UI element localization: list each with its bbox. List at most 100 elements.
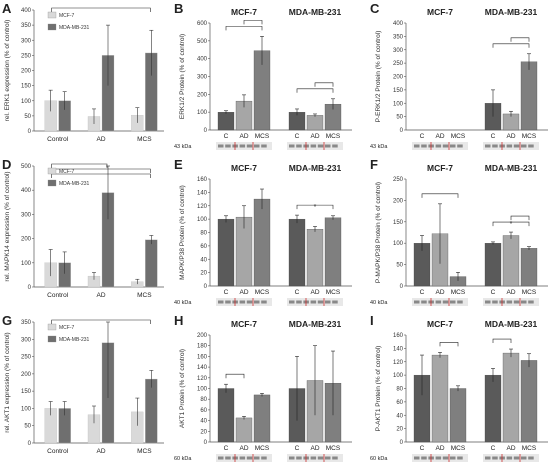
- blot-band: [310, 300, 317, 304]
- panel-title: MCF-7: [427, 163, 453, 173]
- molecular-weight-label: 40 kDa: [174, 300, 192, 306]
- significance-bracket: [492, 43, 530, 48]
- blot-band: [528, 144, 534, 148]
- significance-bracket: [421, 193, 459, 198]
- blot-band: [485, 144, 491, 148]
- x-category-label: C: [491, 289, 496, 296]
- y-tick-label: 300: [393, 48, 404, 54]
- x-category-label: MCS: [326, 133, 341, 140]
- x-category-label: AD: [96, 448, 105, 455]
- y-tick-label: 400: [197, 57, 208, 63]
- legend-swatch: [47, 179, 57, 187]
- y-tick-label: 100: [197, 387, 208, 393]
- blot-band: [332, 144, 338, 148]
- y-tick-label: 300: [21, 212, 32, 218]
- legend-label: MDA-MB-231: [59, 25, 90, 31]
- blot-band: [225, 456, 231, 460]
- blot-band: [239, 144, 246, 148]
- y-tick-label: 500: [21, 164, 32, 170]
- blot-band: [457, 300, 463, 304]
- x-category-label: AD: [310, 133, 319, 140]
- blot-band: [261, 456, 267, 460]
- y-tick-label: 600: [197, 21, 208, 27]
- x-category-label: MCS: [522, 133, 537, 140]
- y-tick-label: 80: [396, 387, 403, 393]
- x-category-label: MCS: [451, 289, 466, 296]
- blot-band: [435, 456, 442, 460]
- x-category-label: C: [224, 445, 229, 452]
- y-tick-label: 0: [400, 128, 404, 134]
- y-tick-label: 250: [21, 53, 32, 59]
- blot-band: [450, 300, 456, 304]
- blot-band: [485, 300, 491, 304]
- y-tick-label: 250: [21, 355, 32, 361]
- blot-band: [506, 300, 513, 304]
- legend-label: MCF-7: [59, 169, 74, 175]
- x-category-label: MCS: [255, 133, 270, 140]
- data-bar: [217, 112, 235, 131]
- blot-band: [421, 456, 427, 460]
- x-category-label: C: [491, 445, 496, 452]
- significance-bracket: [51, 7, 151, 12]
- y-tick-label: 0: [28, 285, 32, 291]
- x-category-label: MCS: [451, 133, 466, 140]
- panel-title: MDA-MB-231: [289, 7, 342, 17]
- data-bar: [288, 218, 306, 287]
- significance-bracket: [51, 163, 108, 168]
- blot-band: [513, 144, 520, 148]
- panel-letter: E: [174, 157, 183, 172]
- y-axis-label: ERK1/2 Protein (% of control): [179, 34, 186, 119]
- molecular-weight-label: 40 kDa: [370, 300, 388, 306]
- y-tick-label: 200: [197, 92, 208, 98]
- data-bar: [520, 360, 538, 443]
- x-category-label: C: [295, 445, 300, 452]
- significance-star: *: [314, 204, 317, 211]
- panel-letter: I: [370, 313, 374, 328]
- blot-band: [414, 456, 420, 460]
- x-category-label: AD: [239, 133, 248, 140]
- y-tick-label: 40: [200, 257, 207, 263]
- y-tick-label: 160: [197, 177, 208, 183]
- significance-bracket: [225, 373, 245, 379]
- significance-bracket: [439, 342, 459, 347]
- molecular-weight-label: 43 kDa: [370, 144, 388, 150]
- x-category-label: AD: [96, 136, 105, 143]
- y-tick-label: 350: [393, 34, 404, 40]
- data-bar: [502, 352, 520, 443]
- y-tick-label: 100: [393, 241, 404, 247]
- blot-band: [513, 456, 520, 460]
- blot-band: [450, 144, 456, 148]
- y-tick-label: 400: [21, 8, 32, 14]
- legend-label: MDA-MB-231: [59, 337, 90, 343]
- blot-band: [513, 300, 520, 304]
- y-tick-label: 100: [21, 261, 32, 267]
- x-category-label: Control: [47, 292, 69, 299]
- blot-band: [421, 300, 427, 304]
- panel-title: MCF-7: [231, 7, 257, 17]
- blot-band: [492, 456, 498, 460]
- x-category-label: MCS: [522, 445, 537, 452]
- y-tick-label: 160: [393, 333, 404, 339]
- blot-band: [246, 456, 253, 460]
- x-category-label: AD: [239, 445, 248, 452]
- y-tick-label: 20: [396, 427, 403, 433]
- y-tick-label: 200: [21, 372, 32, 378]
- blot-band: [492, 300, 498, 304]
- y-axis-label: P-AKT1 Protein (% of control): [375, 346, 382, 432]
- panel-title: MCF-7: [427, 319, 453, 329]
- blot-band: [218, 144, 224, 148]
- y-tick-label: 160: [197, 354, 208, 360]
- blot-band: [457, 144, 463, 148]
- x-category-label: MCS: [451, 445, 466, 452]
- panel-letter: H: [174, 313, 183, 328]
- y-tick-label: 100: [197, 217, 208, 223]
- x-category-label: AD: [96, 292, 105, 299]
- blot-band: [492, 144, 498, 148]
- data-bar: [253, 394, 271, 443]
- y-tick-label: 120: [197, 204, 208, 210]
- x-category-label: C: [491, 133, 496, 140]
- panel-letter: C: [370, 1, 380, 16]
- blot-band: [225, 300, 231, 304]
- molecular-weight-label: 43 kDa: [174, 144, 192, 150]
